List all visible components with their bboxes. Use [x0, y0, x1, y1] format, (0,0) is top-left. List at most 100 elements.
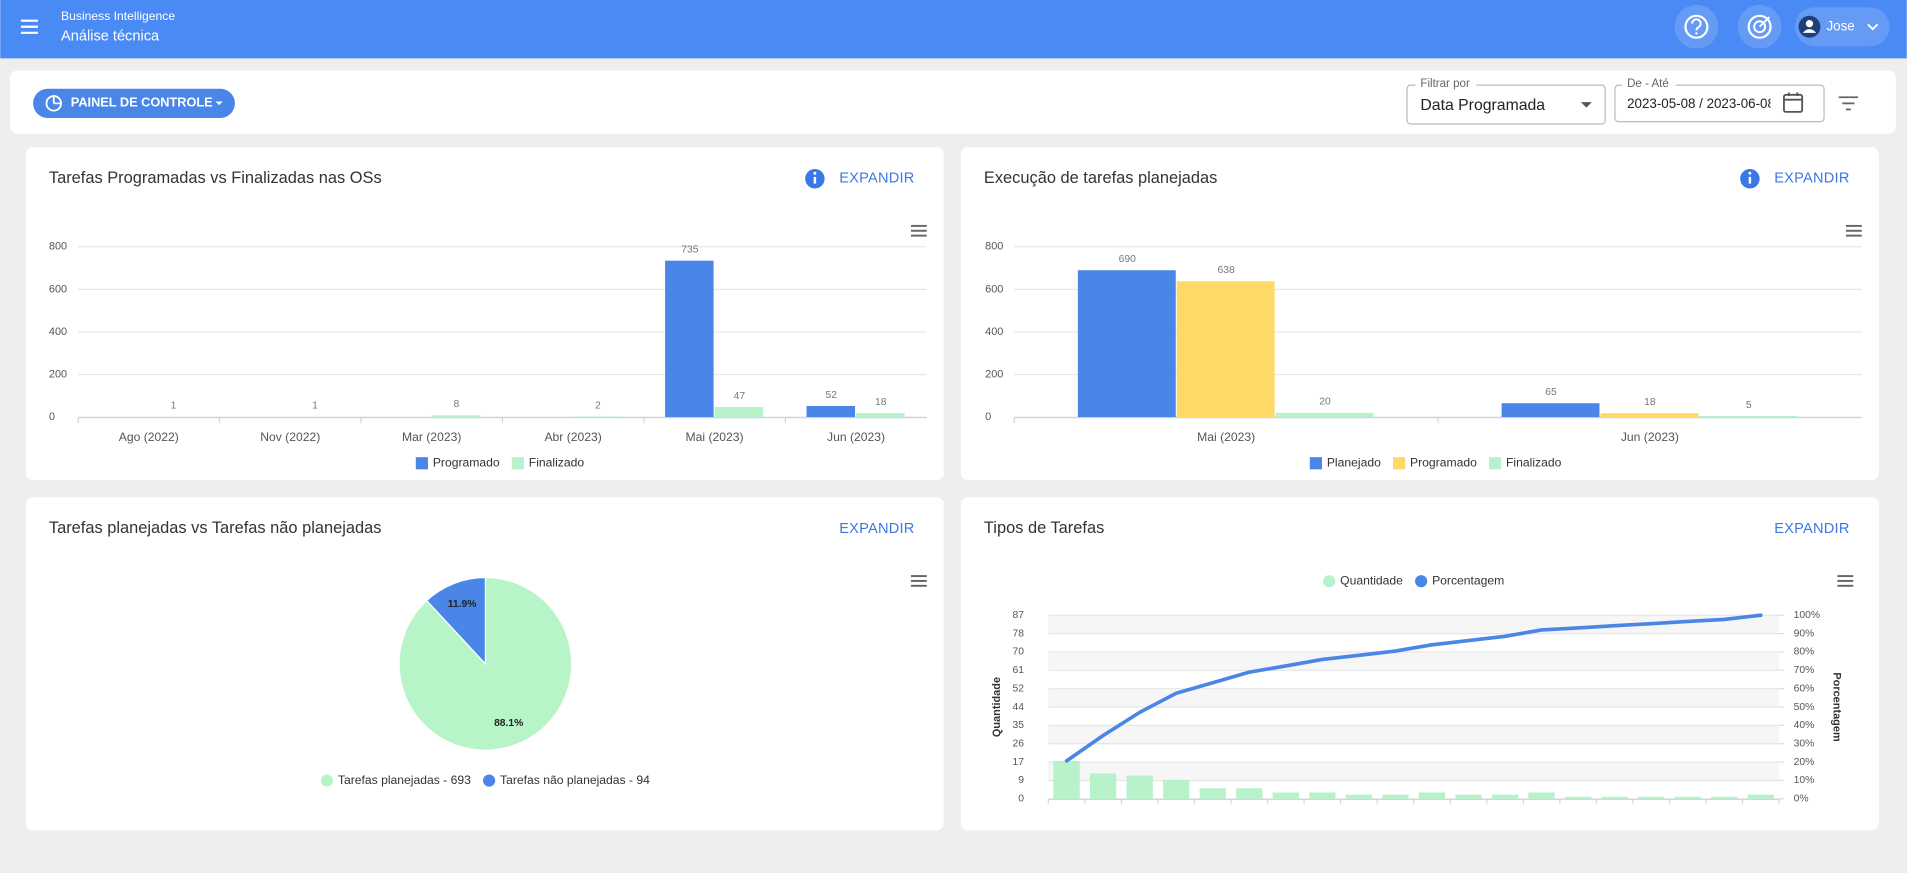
bar-value-label: 47	[734, 391, 746, 402]
y-tick-label: 400	[49, 326, 67, 338]
user-name: Jose	[1827, 18, 1855, 33]
grid-band	[1048, 651, 1780, 671]
y-tick-label: 600	[985, 283, 1003, 295]
legend-label: Finalizado	[529, 455, 585, 469]
grid-band	[1048, 688, 1780, 708]
export-menu-icon[interactable]	[1845, 224, 1862, 227]
y-tick-label: 200	[49, 368, 67, 380]
bar	[1601, 796, 1628, 799]
app-name: Business Intelligence	[61, 9, 175, 23]
bar	[1236, 788, 1263, 799]
bar-value-label: 2	[595, 400, 601, 411]
y2-tick-label: 30%	[1794, 738, 1815, 749]
bar-value-label: 18	[875, 397, 887, 408]
pie-value-label: 11.9%	[448, 599, 477, 610]
y-tick-label: 70	[1013, 647, 1025, 658]
bar	[573, 416, 622, 418]
bar	[1418, 792, 1446, 799]
menu-button[interactable]	[20, 19, 38, 34]
y-tick-label: 35	[1013, 720, 1025, 731]
bar	[1674, 796, 1701, 799]
bar-value-label: 1	[312, 401, 318, 412]
export-menu-icon[interactable]	[910, 579, 927, 582]
user-menu[interactable]: Jose	[1794, 7, 1890, 47]
info-icon-dot	[813, 171, 817, 175]
y-tick-label: 800	[49, 241, 67, 253]
y-tick-label: 600	[49, 283, 67, 295]
bar-value-label: 735	[681, 244, 698, 255]
x-tick-label: Mai (2023)	[686, 430, 744, 444]
bar	[1638, 796, 1665, 799]
bar-value-label: 1	[171, 401, 177, 412]
info-icon-stem	[1748, 176, 1752, 184]
y2-tick-label: 20%	[1794, 757, 1815, 768]
dashboard-button-label: PAINEL DE CONTROLE	[71, 95, 213, 110]
x-tick-label: Ago (2022)	[119, 430, 179, 444]
filter-label: Filtrar por	[1420, 78, 1470, 90]
export-menu-icon[interactable]	[1837, 575, 1854, 578]
expand-button[interactable]: EXPANDIR	[839, 521, 914, 537]
bar	[1455, 794, 1482, 799]
legend-label: Programado	[1410, 455, 1477, 469]
grid-band	[1048, 725, 1780, 744]
bar	[1176, 281, 1275, 418]
bar	[1382, 794, 1409, 799]
pie-slice	[425, 576, 486, 666]
legend-label: Finalizado	[1506, 455, 1562, 469]
chart-title: Tipos de Tarefas	[984, 519, 1104, 537]
x-tick-label: Jun (2023)	[1621, 430, 1679, 444]
bar	[1600, 413, 1699, 418]
bar	[806, 405, 856, 418]
bar	[1345, 794, 1373, 799]
bar	[1501, 403, 1600, 418]
bar	[290, 416, 339, 418]
legend-label: Quantidade	[1340, 573, 1403, 587]
toolbar	[9, 70, 1896, 134]
help-button[interactable]	[1674, 4, 1719, 49]
x-tick-label: Mai (2023)	[1197, 430, 1255, 444]
expand-button[interactable]: EXPANDIR	[1774, 171, 1849, 187]
filter-select[interactable]: Filtrar por Data Programada	[1406, 77, 1606, 125]
export-menu-icon[interactable]	[1845, 234, 1862, 237]
bar	[1077, 270, 1176, 418]
legend-label: Planejado	[1327, 455, 1381, 469]
bar-value-label: 8	[454, 399, 460, 410]
info-icon-stem	[813, 176, 817, 184]
export-menu-icon[interactable]	[910, 575, 927, 578]
bar	[1309, 792, 1336, 799]
export-menu-icon[interactable]	[910, 584, 927, 587]
y-tick-label: 26	[1013, 738, 1025, 749]
y-tick-label: 87	[1013, 610, 1025, 621]
export-menu-icon[interactable]	[1837, 579, 1854, 582]
export-menu-icon[interactable]	[1845, 229, 1862, 232]
chart-title: Tarefas planejadas vs Tarefas não planej…	[49, 519, 382, 537]
filter-button[interactable]	[1838, 96, 1859, 111]
y-tick-label: 61	[1013, 665, 1025, 676]
y2-tick-label: 40%	[1794, 720, 1815, 731]
expand-button[interactable]: EXPANDIR	[1774, 521, 1849, 537]
pie-value-label: 88.1%	[494, 718, 523, 729]
y-tick-label: 44	[1013, 702, 1025, 713]
bar-value-label: 20	[1319, 397, 1331, 408]
y-tick-label: 78	[1013, 628, 1025, 639]
goals-button[interactable]	[1737, 4, 1782, 49]
y2-tick-label: 60%	[1794, 683, 1815, 694]
export-menu-icon[interactable]	[910, 234, 927, 237]
bar-value-label: 690	[1119, 254, 1136, 265]
legend-marker	[415, 457, 428, 470]
chart-title: Tarefas Programadas vs Finalizadas nas O…	[49, 169, 382, 187]
y-tick-label: 800	[985, 241, 1003, 253]
y-tick-label: 200	[985, 368, 1003, 380]
bar	[1275, 412, 1374, 418]
expand-button[interactable]: EXPANDIR	[839, 171, 914, 187]
export-menu-icon[interactable]	[910, 229, 927, 232]
y-tick-label: 0	[49, 411, 55, 423]
y-tick-label: 9	[1018, 775, 1024, 786]
date-range[interactable]: De - Até 2023-05-08 / 2023-06-08	[1614, 77, 1825, 123]
export-menu-icon[interactable]	[1837, 584, 1854, 587]
export-menu-icon[interactable]	[910, 224, 927, 227]
dashboard-button[interactable]: PAINEL DE CONTROLE	[33, 88, 235, 118]
bar-value-label: 5	[1746, 400, 1752, 411]
bar	[1126, 775, 1153, 799]
bar	[1272, 792, 1299, 799]
